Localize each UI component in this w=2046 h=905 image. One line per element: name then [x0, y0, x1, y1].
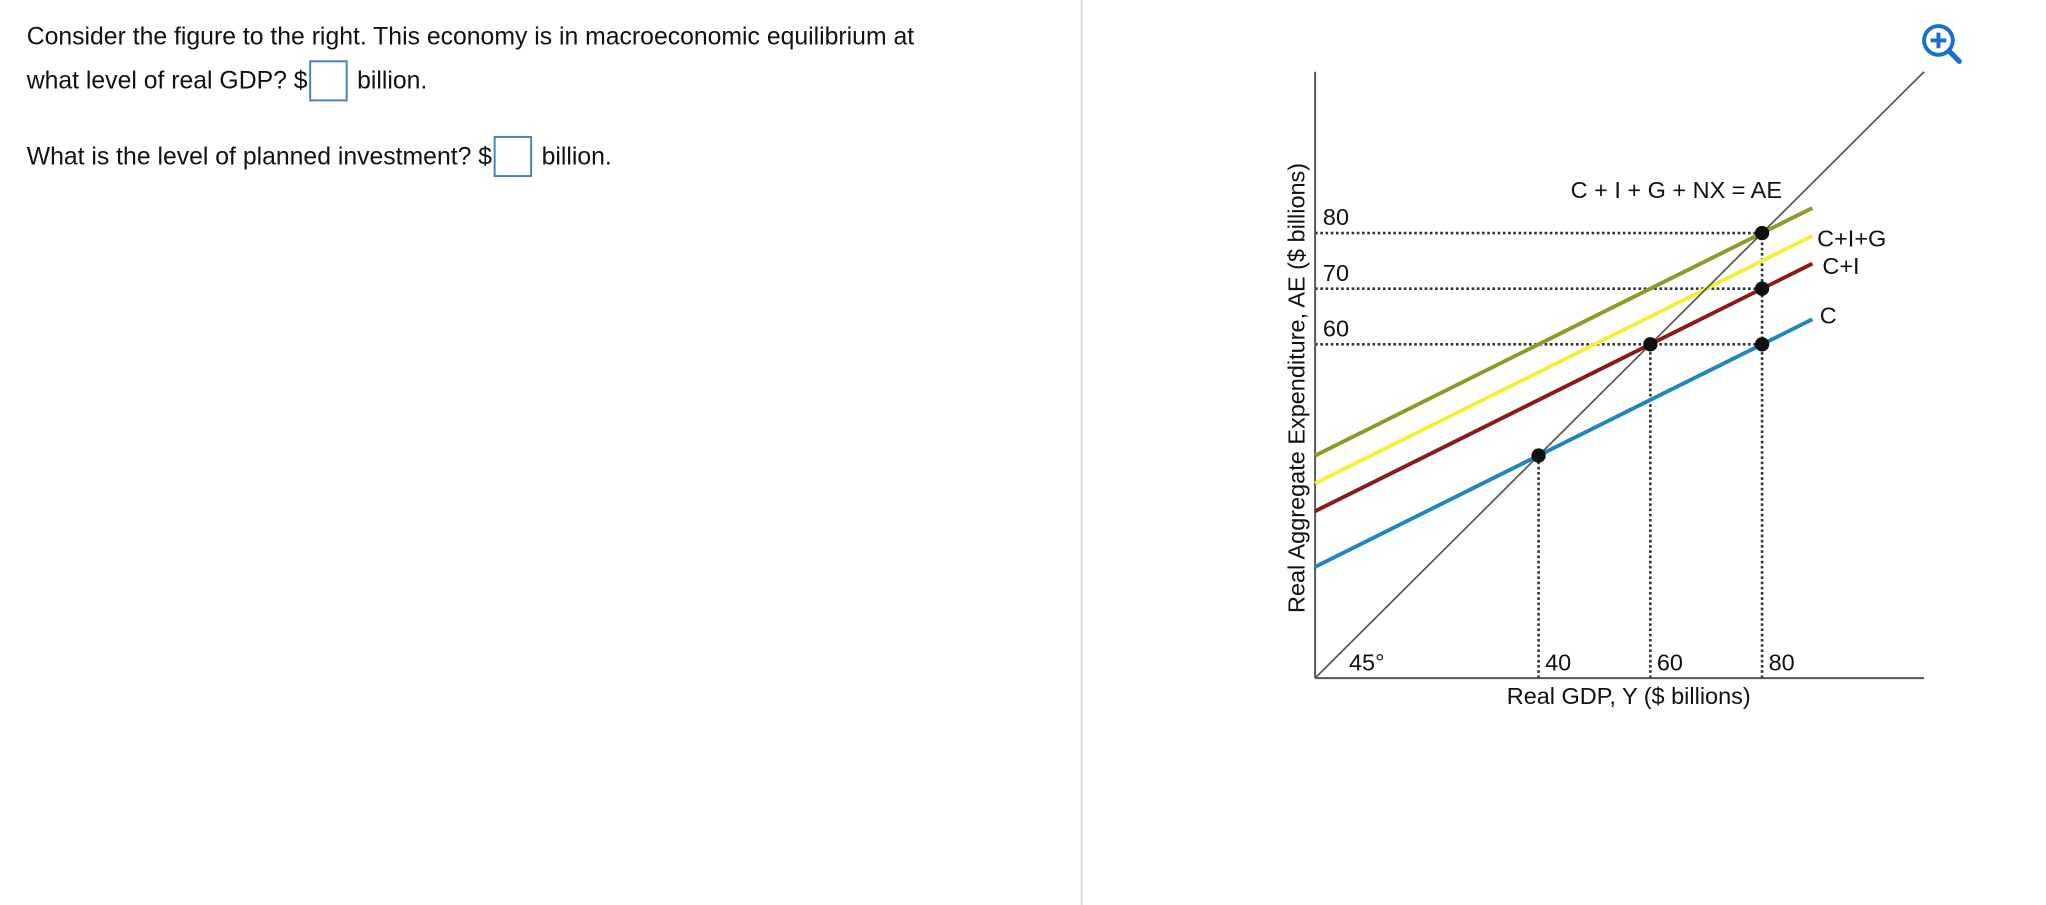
- series-label: C + I + G + NX = AE: [1571, 177, 1782, 203]
- line: [1314, 206, 1814, 458]
- series-label: C: [1820, 302, 1837, 328]
- x-tick-label: 80: [1769, 649, 1795, 675]
- line: [1314, 317, 1814, 569]
- y-tick-label: 80: [1323, 204, 1349, 230]
- x-tick-label: 40: [1545, 649, 1571, 675]
- point: [1754, 337, 1770, 352]
- point: [1754, 225, 1770, 241]
- point: [1531, 448, 1546, 463]
- x-axis-label: Real GDP, Y ($ billions): [1507, 683, 1751, 709]
- question-text: billion.: [542, 143, 612, 170]
- angle-label: 45°: [1349, 649, 1384, 675]
- line: [1314, 71, 1925, 679]
- series-label: C+I: [1822, 253, 1859, 279]
- point: [1643, 337, 1658, 352]
- question-text: what level of real GDP? $: [26, 68, 308, 95]
- question-text: Consider the figure to the right. This e…: [27, 23, 915, 50]
- y-axis-label: Real Aggregate Expenditure, AE ($ billio…: [1284, 163, 1310, 613]
- question-text: billion.: [357, 68, 427, 95]
- point: [1754, 281, 1770, 296]
- question-text: What is the level of planned investment?…: [27, 143, 493, 170]
- y-tick-label: 70: [1323, 260, 1349, 286]
- chart: 60 70 80 40 60 80 Real GDP, Y ($ billions) Real…: [1284, 71, 1925, 709]
- line: [1314, 261, 1814, 513]
- zoom-button[interactable]: [1922, 24, 1962, 64]
- line: [1314, 234, 1814, 486]
- y-tick-label: 60: [1323, 315, 1349, 341]
- x-tick-label: 60: [1657, 649, 1683, 675]
- series-label: C+I+G: [1817, 225, 1886, 251]
- answer-input[interactable]: [309, 60, 348, 102]
- answer-input[interactable]: [493, 135, 533, 178]
